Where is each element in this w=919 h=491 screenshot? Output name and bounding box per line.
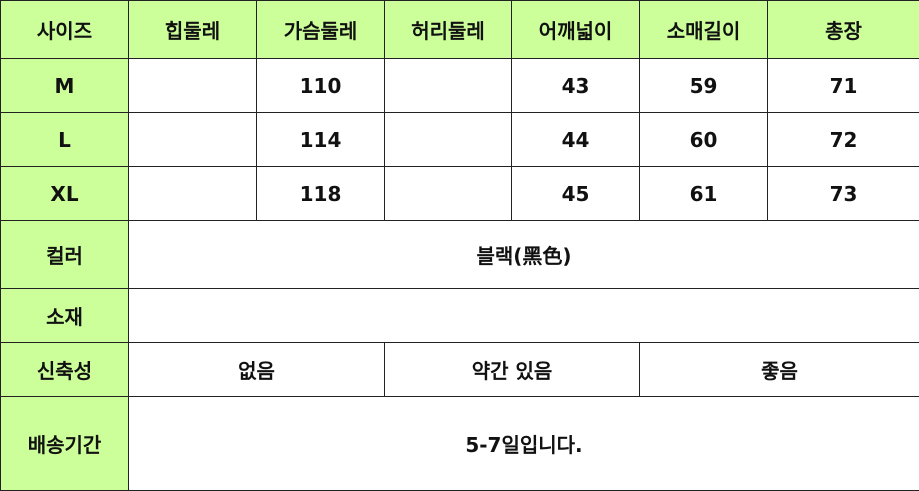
cell-waist: [385, 59, 512, 113]
material-row: 소재: [1, 289, 919, 343]
stretch-option-slight: 약간 있음: [385, 343, 640, 397]
cell-shoulder: 43: [512, 59, 640, 113]
material-value: [129, 289, 919, 343]
stretch-label: 신축성: [1, 343, 129, 397]
color-value: 블랙(黑色): [129, 221, 919, 289]
table-row: L 114 44 60 72: [1, 113, 919, 167]
cell-hip: [129, 113, 257, 167]
header-size: 사이즈: [1, 1, 129, 59]
cell-sleeve: 61: [640, 167, 768, 221]
color-row: 컬러 블랙(黑色): [1, 221, 919, 289]
cell-hip: [129, 167, 257, 221]
shipping-value: 5-7일입니다.: [129, 397, 919, 491]
table-row: M 110 43 59 71: [1, 59, 919, 113]
stretch-option-good: 좋음: [640, 343, 919, 397]
stretch-row: 신축성 없음 약간 있음 좋음: [1, 343, 919, 397]
header-chest: 가슴둘레: [257, 1, 385, 59]
shipping-row: 배송기간 5-7일입니다.: [1, 397, 919, 491]
cell-sleeve: 59: [640, 59, 768, 113]
header-hip: 힙둘레: [129, 1, 257, 59]
cell-waist: [385, 167, 512, 221]
cell-waist: [385, 113, 512, 167]
color-label: 컬러: [1, 221, 129, 289]
header-row: 사이즈 힙둘레 가슴둘레 허리둘레 어깨넓이 소매길이 총장: [1, 1, 919, 59]
cell-chest: 110: [257, 59, 385, 113]
cell-chest: 114: [257, 113, 385, 167]
table-row: XL 118 45 61 73: [1, 167, 919, 221]
header-shoulder: 어깨넓이: [512, 1, 640, 59]
header-sleeve: 소매길이: [640, 1, 768, 59]
cell-shoulder: 44: [512, 113, 640, 167]
size-label: XL: [1, 167, 129, 221]
cell-length: 71: [768, 59, 919, 113]
size-label: M: [1, 59, 129, 113]
stretch-option-none: 없음: [129, 343, 385, 397]
material-label: 소재: [1, 289, 129, 343]
cell-sleeve: 60: [640, 113, 768, 167]
cell-hip: [129, 59, 257, 113]
size-label: L: [1, 113, 129, 167]
shipping-label: 배송기간: [1, 397, 129, 491]
header-length: 총장: [768, 1, 919, 59]
header-waist: 허리둘레: [385, 1, 512, 59]
cell-chest: 118: [257, 167, 385, 221]
cell-length: 72: [768, 113, 919, 167]
cell-shoulder: 45: [512, 167, 640, 221]
cell-length: 73: [768, 167, 919, 221]
